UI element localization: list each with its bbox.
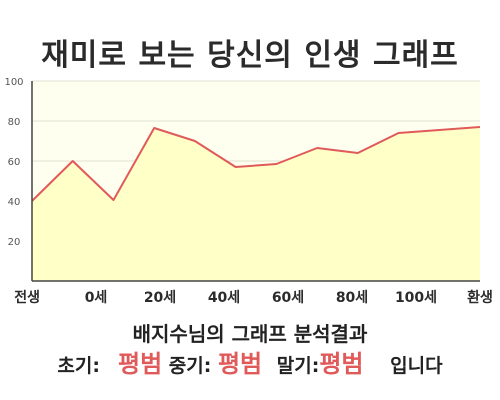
x-tick-label: 전생 (14, 289, 40, 306)
y-tick-label-20: 20 (8, 237, 21, 248)
early-value: 평범 (117, 350, 163, 378)
x-tick-label: 80세 (336, 290, 368, 306)
result-title: 배지수님의 그래프 분석결과 (132, 322, 368, 346)
x-tick-label: 20세 (144, 290, 176, 306)
x-tick-label: 60세 (272, 290, 304, 306)
chart-title: 재미로 보는 당신의 인생 그래프 (41, 38, 459, 73)
area-layer (31, 126, 481, 281)
result-summary: 초기: 평범 중기: 평범 말기:평범 입니다 (0, 344, 500, 379)
middle-value: 평범 (217, 350, 263, 378)
area-fill (32, 127, 480, 281)
x-tick-label: 0세 (85, 290, 108, 306)
middle-label: 중기: (168, 355, 212, 377)
y-tick-label-100: 100 (4, 77, 23, 88)
axis-layer (31, 81, 480, 282)
x-tick-label: 100세 (395, 290, 437, 306)
late-value: 평범 (319, 350, 364, 378)
x-tick-label: 환생 (467, 289, 493, 306)
y-tick-label-80: 80 (8, 117, 21, 128)
early-label: 초기: (57, 355, 100, 377)
x-tick-label: 40세 (208, 290, 240, 306)
y-tick-label-60: 60 (8, 157, 21, 168)
result-suffix: 입니다 (390, 355, 443, 377)
late-label: 말기: (276, 355, 320, 377)
y-tick-label-40: 40 (8, 197, 21, 208)
life-line (31, 126, 481, 202)
label-layer: 20 40 60 80 100 전생 0세 20세 40세 60세 80세 100세 환생 (4, 77, 492, 306)
